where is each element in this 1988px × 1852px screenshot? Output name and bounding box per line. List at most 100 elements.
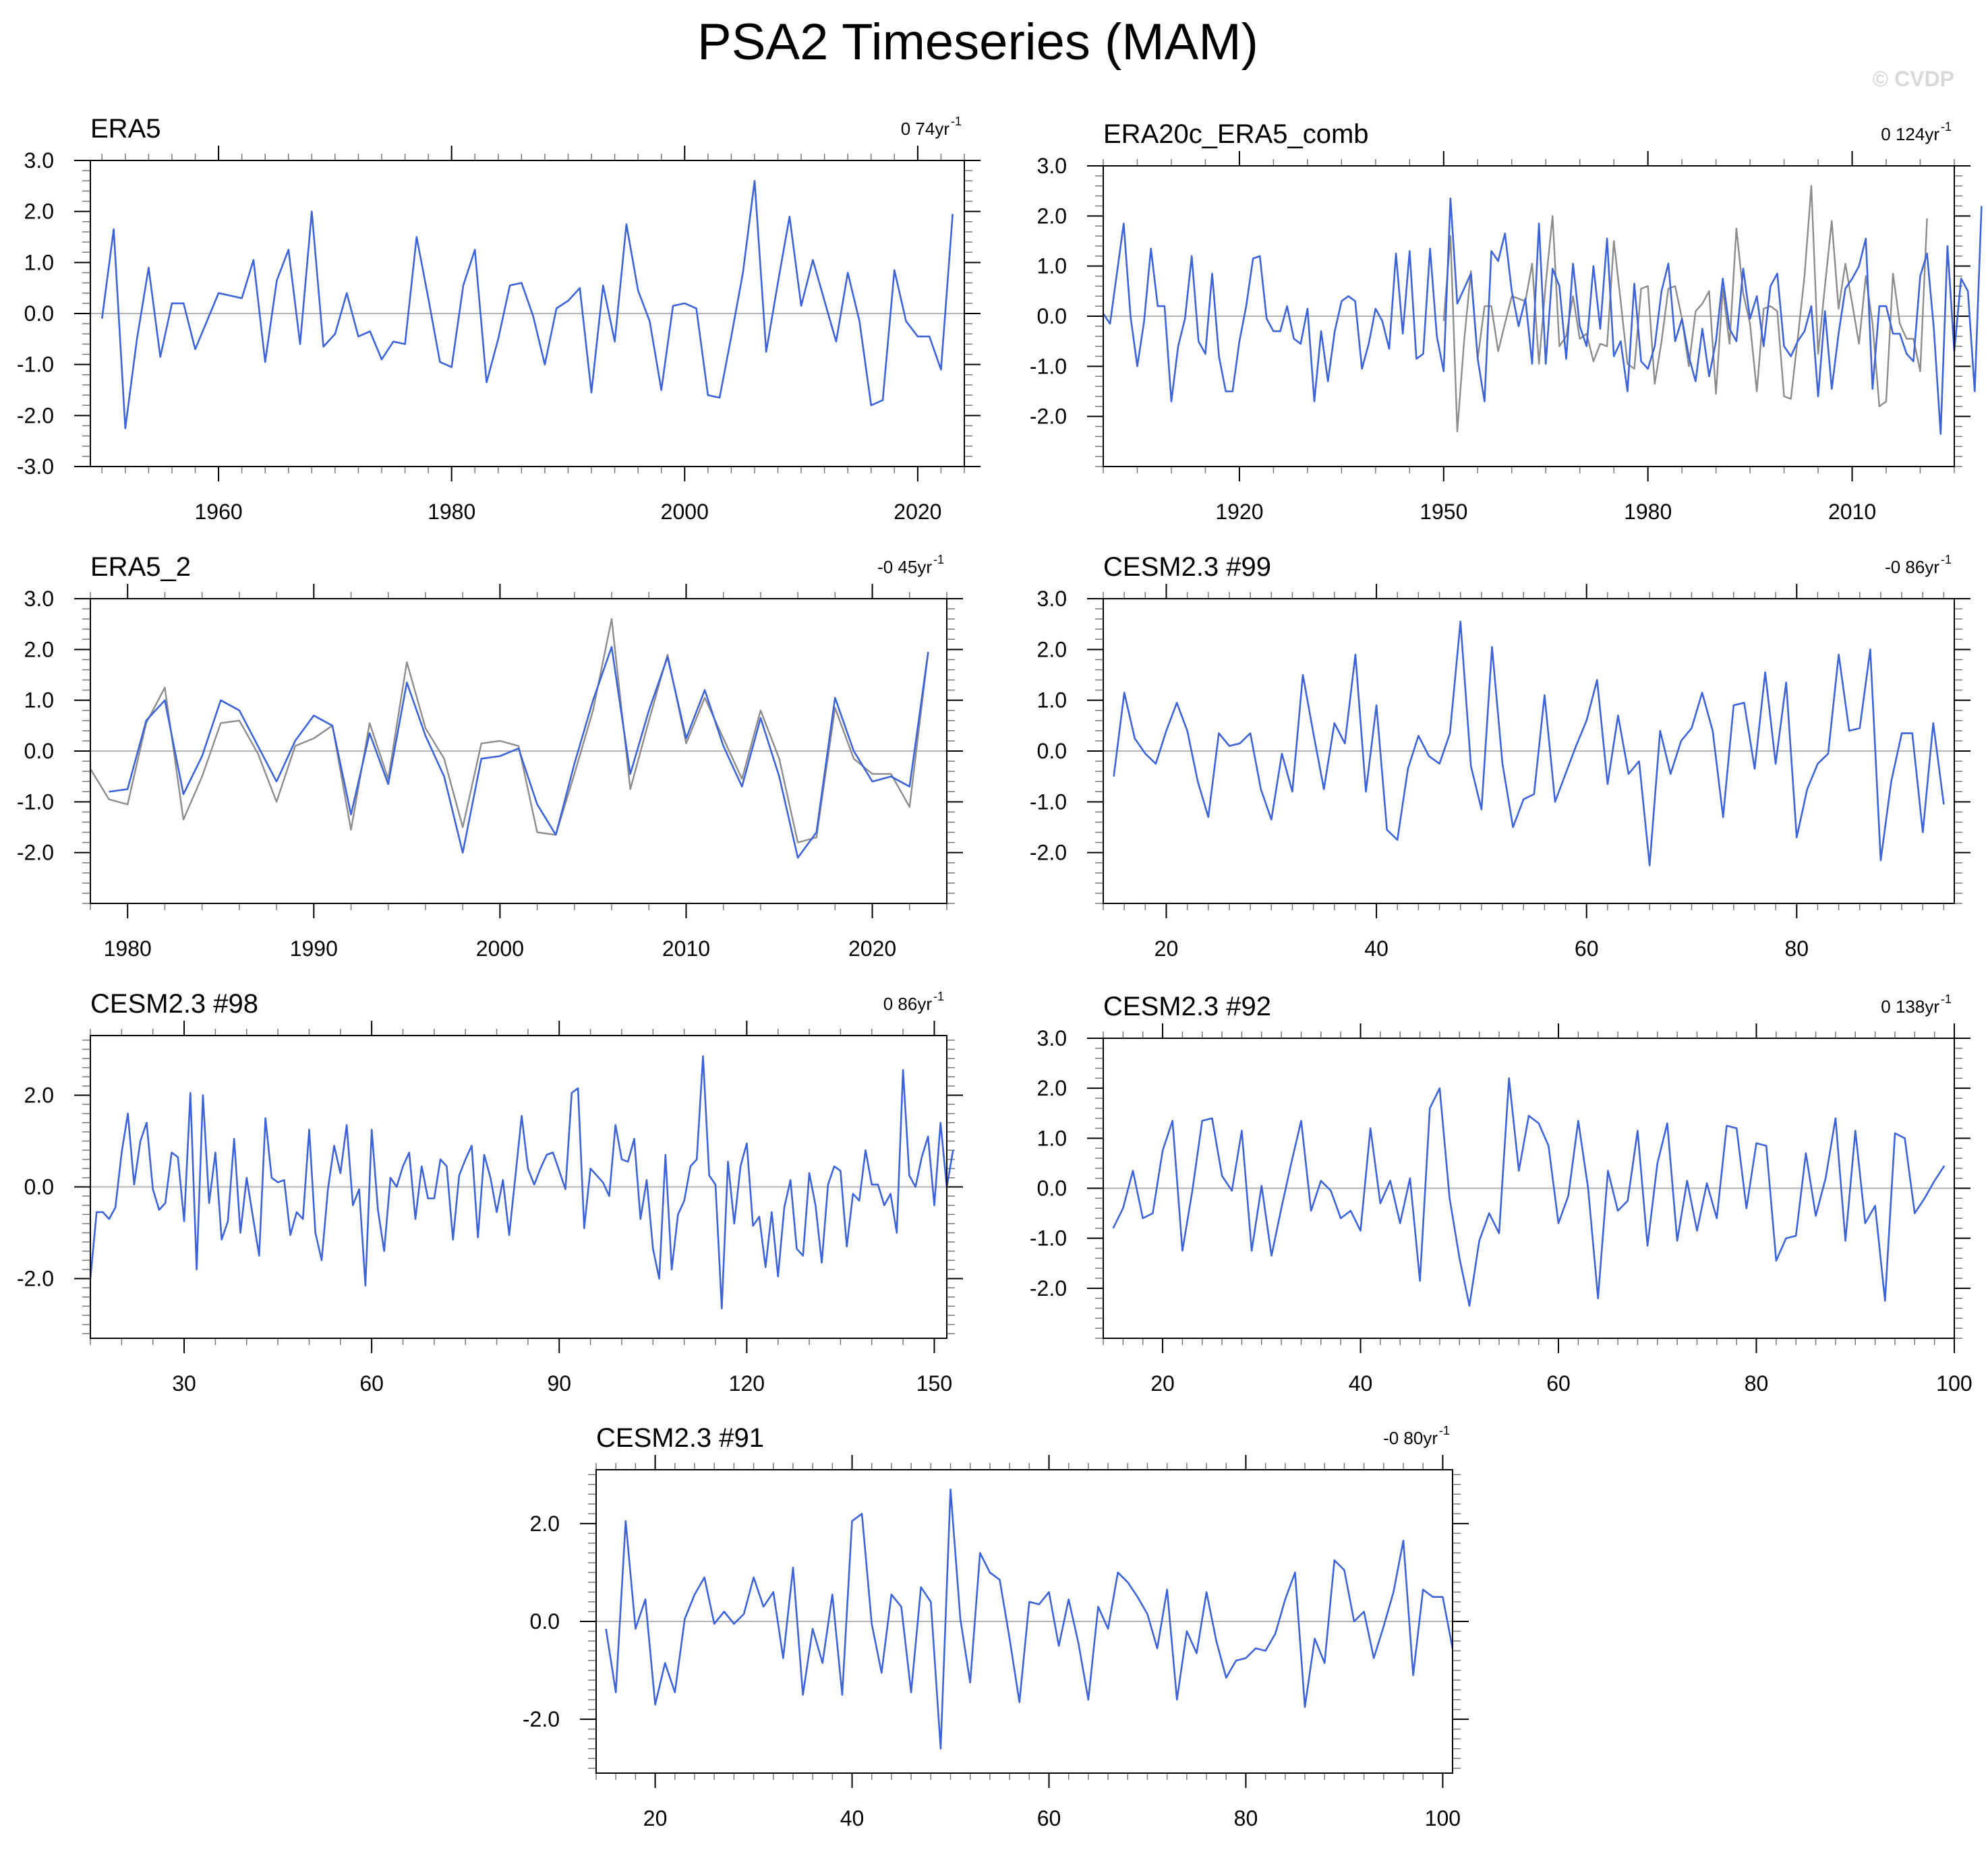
x-tick-label: 150 [916, 1371, 952, 1396]
x-tick-label: 40 [840, 1806, 865, 1830]
chart-panel: ERA5_2 -0 45yr -1 3.0 2.0 1.0 0.0 -1.0 -2.0 1980 1… [17, 552, 963, 961]
y-tick-label: 0.0 [1037, 1176, 1067, 1201]
x-tick-label: 80 [1234, 1806, 1258, 1830]
x-tick-label: 1960 [194, 500, 242, 524]
y-tick-label: 2.0 [1037, 637, 1067, 661]
x-tick-label: 20 [643, 1806, 668, 1830]
plot-frame [1103, 1038, 1955, 1339]
series-line-primary [89, 1055, 954, 1310]
x-tick-label: 90 [547, 1371, 571, 1396]
trend-label: -0 45yr [877, 557, 932, 577]
series-line-secondary [89, 618, 929, 843]
y-tick-label: -1.0 [17, 353, 54, 377]
series-line-primary [109, 646, 929, 859]
x-tick-label: 60 [1575, 936, 1599, 961]
y-tick-label: 2.0 [1037, 1076, 1067, 1100]
trend-label: -0 86yr [1885, 557, 1939, 577]
series-line-secondary [1442, 185, 1928, 433]
trend-label: 0 124yr [1881, 124, 1939, 144]
chart-panel: CESM2.3 #99 -0 86yr -1 3.0 2.0 1.0 0.0 -1.0 -2.0… [1030, 552, 1970, 961]
y-tick-label: 0.0 [1037, 304, 1067, 328]
x-tick-label: 2010 [662, 936, 710, 961]
plot-frame [1103, 598, 1955, 904]
y-tick-label: 3.0 [1037, 154, 1067, 178]
x-tick-label: 2000 [661, 500, 709, 524]
trend-label: 0 74yr [901, 119, 950, 139]
y-tick-label: 2.0 [1037, 204, 1067, 228]
x-tick-label: 40 [1349, 1371, 1373, 1396]
y-tick-label: -1.0 [1030, 1226, 1067, 1251]
series-line-primary [101, 179, 954, 429]
x-tick-label: 2020 [848, 936, 896, 961]
trend-exponent: -1 [933, 990, 944, 1003]
x-tick-label: 2020 [894, 500, 941, 524]
y-tick-label: -2.0 [523, 1707, 560, 1731]
chart-panel: CESM2.3 #91 -0 80yr -1 2.0 0.0 -2.0 20 40 60 80 10… [523, 1423, 1469, 1830]
x-tick-label: 2000 [476, 936, 524, 961]
trend-label: 0 138yr [1881, 996, 1939, 1017]
y-tick-label: -2.0 [1030, 1276, 1067, 1301]
trend-exponent: -1 [1439, 1424, 1450, 1437]
trend-exponent: -1 [1941, 992, 1952, 1006]
y-tick-label: 2.0 [24, 1083, 54, 1107]
x-tick-label: 1980 [428, 500, 475, 524]
panel-title: ERA5 [90, 114, 161, 144]
y-tick-label: 0.0 [530, 1609, 560, 1634]
x-tick-label: 40 [1364, 936, 1388, 961]
y-tick-label: -2.0 [1030, 841, 1067, 865]
x-tick-label: 120 [729, 1371, 765, 1396]
x-tick-label: 60 [1037, 1806, 1061, 1830]
y-tick-label: 1.0 [24, 250, 54, 274]
y-tick-label: 3.0 [24, 148, 54, 173]
y-tick-label: 0.0 [24, 301, 54, 326]
y-tick-label: -1.0 [1030, 354, 1067, 378]
chart-panel: ERA20c_ERA5_comb 0 124yr -1 3.0 2.0 1.0 0.0 -1.… [1030, 119, 1983, 524]
x-tick-label: 1980 [104, 936, 152, 961]
y-tick-label: 2.0 [24, 200, 54, 224]
x-tick-label: 60 [359, 1371, 384, 1396]
y-tick-label: -3.0 [17, 454, 54, 479]
chart-panel: ERA5 0 74yr -1 3.0 2.0 1.0 0.0 -1.0 -2.0 -3.0 1960… [17, 114, 981, 524]
y-tick-label: -2.0 [17, 1267, 54, 1291]
plot-frame [595, 1469, 1453, 1774]
x-tick-label: 1950 [1420, 500, 1467, 524]
panel-title: CESM2.3 #92 [1103, 992, 1271, 1021]
y-tick-label: 0.0 [1037, 739, 1067, 763]
x-tick-label: 100 [1425, 1806, 1461, 1830]
trend-label: 0 86yr [883, 994, 933, 1014]
y-tick-label: 2.0 [24, 637, 54, 661]
cvdp-watermark: © CVDP [1873, 67, 1954, 91]
figure-title: PSA2 Timeseries (MAM) [697, 13, 1258, 71]
y-tick-label: 1.0 [1037, 1126, 1067, 1150]
panel-title: ERA20c_ERA5_comb [1103, 119, 1369, 149]
y-tick-label: -1.0 [1030, 789, 1067, 814]
y-tick-label: -1.0 [17, 789, 54, 814]
y-tick-label: 2.0 [530, 1512, 560, 1536]
panel-title: ERA5_2 [90, 552, 191, 582]
y-tick-label: 3.0 [1037, 1026, 1067, 1050]
y-tick-label: -2.0 [17, 841, 54, 865]
y-tick-label: 3.0 [24, 587, 54, 611]
x-tick-label: 20 [1154, 936, 1179, 961]
plot-frame [1103, 165, 1955, 467]
series-line-primary [1102, 197, 1983, 436]
y-tick-label: -2.0 [17, 403, 54, 427]
x-tick-label: 1920 [1215, 500, 1263, 524]
panel-title: CESM2.3 #98 [90, 989, 258, 1019]
trend-label: -0 80yr [1383, 1428, 1438, 1448]
x-tick-label: 20 [1150, 1371, 1175, 1396]
y-tick-label: 0.0 [24, 739, 54, 763]
y-tick-label: 1.0 [1037, 688, 1067, 713]
trend-exponent: -1 [933, 553, 944, 566]
x-tick-label: 80 [1745, 1371, 1769, 1396]
x-tick-label: 60 [1546, 1371, 1571, 1396]
y-tick-label: 0.0 [24, 1175, 54, 1199]
plot-frame [90, 1035, 947, 1339]
y-tick-label: -2.0 [1030, 405, 1067, 429]
chart-panel: CESM2.3 #98 0 86yr -1 2.0 0.0 -2.0 30 60 90 120 15… [17, 989, 963, 1396]
trend-exponent: -1 [1941, 120, 1952, 133]
series-line-primary [605, 1488, 1454, 1750]
chart-panel: CESM2.3 #92 0 138yr -1 3.0 2.0 1.0 0.0 -1.0 -2.0… [1030, 992, 1972, 1396]
plot-frame [90, 160, 965, 467]
